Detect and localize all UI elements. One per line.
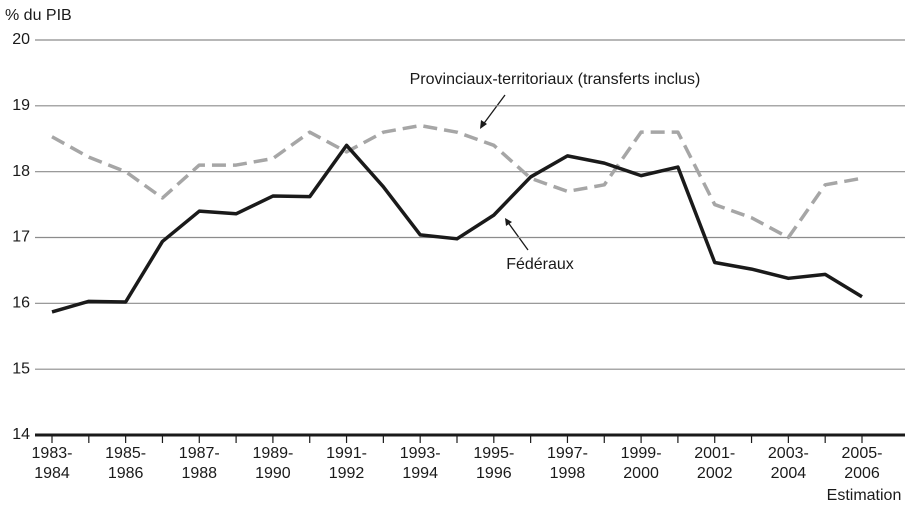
x-tick-label: 1989- 1990 xyxy=(252,445,294,482)
x-tick-label: 1997- 1998 xyxy=(546,445,588,482)
x-tick-label: 1991- 1992 xyxy=(326,445,367,482)
annotation: Provinciaux-territoriaux (transferts inc… xyxy=(410,71,701,88)
y-tick-label: 17 xyxy=(12,229,30,246)
arrow-head xyxy=(480,120,487,129)
y-tick-label: 16 xyxy=(12,295,30,312)
y-tick-label: 18 xyxy=(12,163,30,180)
estimation-note: Estimation xyxy=(826,487,902,504)
x-tick-label: 1987- 1988 xyxy=(178,445,220,482)
y-axis-label: % du PIB xyxy=(5,7,72,24)
x-tick-label: 1983- 1984 xyxy=(31,445,73,482)
annotation: Fédéraux xyxy=(506,256,574,273)
y-tick-label: 20 xyxy=(12,31,30,48)
series-line xyxy=(51,143,863,314)
series-line xyxy=(51,123,863,240)
y-tick-label: 14 xyxy=(12,426,30,443)
x-tick-label: 1993- 1994 xyxy=(399,445,441,482)
x-tick-label: 2003- 2004 xyxy=(767,445,809,482)
x-tick-label: 1985- 1986 xyxy=(105,445,147,482)
annotation-arrow xyxy=(481,94,506,127)
x-tick-label: 2005- 2006 xyxy=(841,445,883,482)
y-tick-label: 19 xyxy=(12,97,30,114)
arrow-head xyxy=(505,218,512,226)
x-tick-label: 1999- 2000 xyxy=(620,445,662,482)
x-tick-label: 2001- 2002 xyxy=(694,445,736,482)
y-tick-label: 15 xyxy=(12,360,30,377)
x-tick-label: 1995- 1996 xyxy=(473,445,515,482)
annotation-arrow xyxy=(506,220,529,251)
